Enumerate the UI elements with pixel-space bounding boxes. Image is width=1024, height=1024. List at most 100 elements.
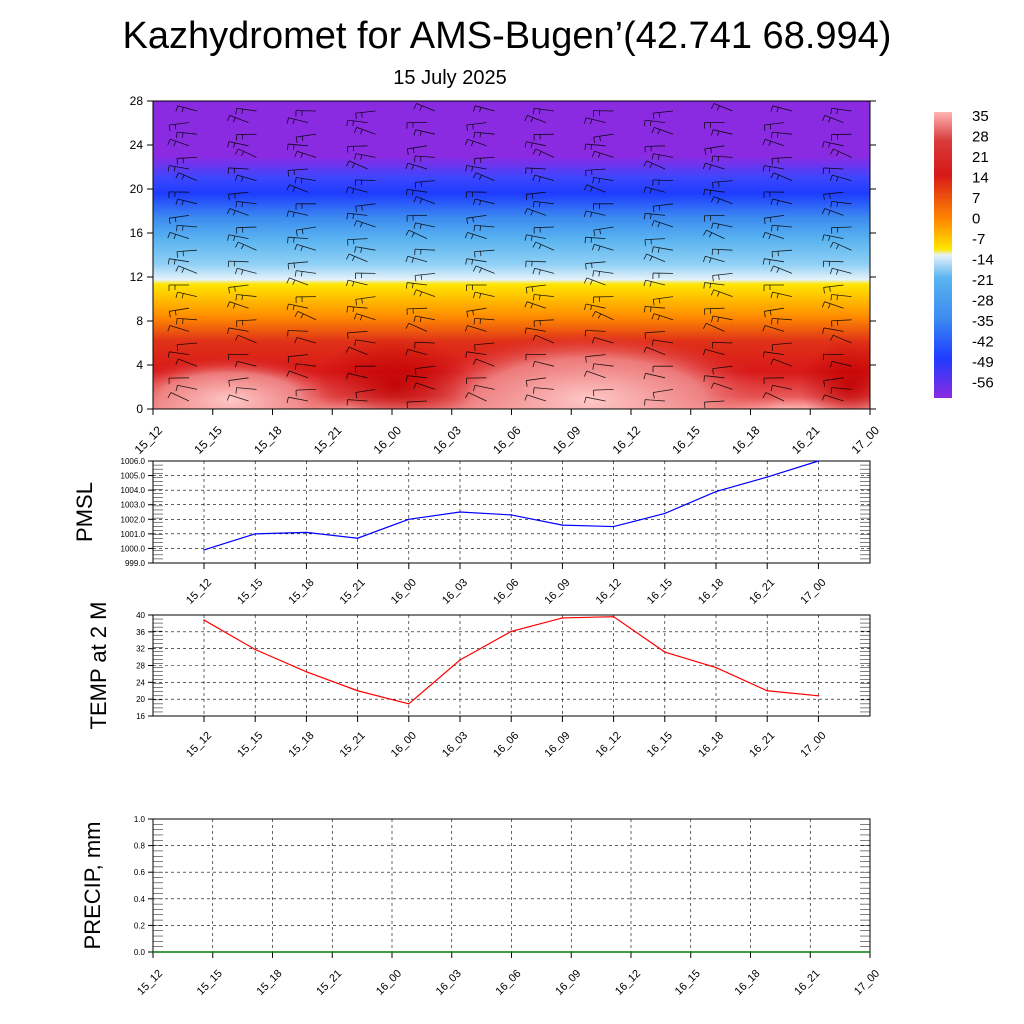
wind-barb	[175, 105, 198, 113]
wind-barb	[406, 307, 428, 315]
wind-barb	[702, 255, 725, 263]
x-tick-label: 16_12	[610, 423, 644, 457]
y-axis-label: PMSL	[72, 482, 97, 542]
wind-barb	[413, 222, 436, 230]
wind-barb	[406, 400, 428, 409]
x-tick-label: 16_12	[613, 968, 643, 998]
wind-barb	[821, 394, 844, 402]
x-tick-label: 15_18	[286, 730, 316, 760]
colorbar-label: 28	[972, 129, 989, 146]
wind-barb	[345, 186, 368, 194]
wind-barb	[346, 399, 368, 406]
wind-barb	[643, 119, 666, 127]
wind-barb	[524, 234, 547, 241]
wind-barb	[226, 115, 249, 123]
wind-barb	[167, 138, 190, 147]
wind-barb	[592, 310, 614, 321]
wind-barb	[414, 341, 436, 349]
wind-barb	[466, 215, 487, 225]
wind-barb	[770, 384, 793, 392]
wind-barb	[236, 319, 257, 327]
wind-barb	[227, 234, 249, 241]
wind-barb	[524, 394, 547, 402]
wind-barb	[770, 105, 793, 113]
wind-barb	[644, 306, 666, 313]
wind-barb	[762, 392, 785, 402]
wind-barb	[286, 396, 309, 404]
data-point	[561, 617, 564, 619]
wind-barb	[473, 224, 495, 232]
wind-barb	[466, 284, 487, 291]
y-tick-label: 28	[136, 662, 145, 671]
wind-barb	[831, 226, 852, 234]
data-point	[766, 689, 768, 692]
wind-barb	[591, 150, 614, 158]
wind-barb	[295, 110, 317, 117]
wind-barb	[525, 353, 547, 361]
wind-barb	[593, 133, 614, 143]
wind-barb	[345, 253, 368, 263]
wind-barb	[770, 291, 793, 299]
wind-barb	[651, 220, 674, 228]
colorbar-label: -28	[972, 293, 994, 310]
wind-barb	[465, 165, 487, 172]
x-tick-label: 15_18	[251, 423, 285, 457]
wind-barb	[405, 255, 428, 263]
wind-barb	[175, 131, 198, 139]
wind-barb	[710, 289, 733, 297]
wind-barb	[643, 160, 666, 170]
wind-barb	[472, 265, 495, 274]
wind-barb	[346, 119, 368, 127]
wind-barb	[354, 179, 376, 186]
x-tick-label: 15_21	[338, 577, 368, 607]
wind-barb	[176, 318, 198, 325]
x-tick-label: 16_18	[733, 968, 763, 998]
wind-barb	[762, 232, 785, 240]
wind-barb	[652, 389, 674, 399]
x-tick-label: 15_12	[135, 968, 165, 998]
wind-barb	[353, 313, 376, 321]
wind-barb	[830, 360, 852, 368]
wind-barb	[770, 198, 793, 206]
x-tick-label: 15_21	[338, 730, 368, 760]
x-tick-label: 15_21	[314, 968, 344, 998]
wind-barb	[353, 126, 376, 135]
wind-barb	[592, 270, 614, 277]
data-point	[305, 671, 308, 673]
wind-barb	[414, 180, 436, 189]
wind-barb	[413, 129, 436, 137]
wind-barb	[226, 301, 249, 309]
wind-barb	[354, 272, 376, 280]
wind-barb	[466, 122, 487, 132]
wind-barb	[822, 260, 844, 268]
wind-barb	[287, 236, 309, 244]
wind-barb	[593, 226, 614, 237]
wind-barb	[831, 319, 852, 327]
wind-barb	[347, 145, 368, 153]
x-tick-label: 17_00	[798, 730, 828, 760]
wind-barb	[591, 337, 614, 344]
x-tick-label: 16_15	[669, 423, 703, 457]
wind-barb	[413, 382, 436, 390]
data-point	[459, 659, 461, 661]
wind-barb	[830, 387, 852, 394]
y-tick-label: 1001.0	[121, 530, 146, 539]
y-tick-label: 1004.0	[121, 486, 146, 495]
wind-barb	[830, 200, 852, 208]
data-point	[664, 651, 666, 653]
cooler-surface-area	[800, 340, 870, 409]
wind-barb	[295, 296, 317, 303]
wind-barb	[592, 363, 614, 370]
wind-barb	[525, 284, 547, 294]
data-point	[408, 702, 410, 705]
wind-barb	[168, 284, 189, 291]
wind-barb	[533, 133, 555, 141]
wind-barb	[286, 210, 309, 218]
wind-barb	[413, 196, 436, 205]
wind-barb	[472, 358, 495, 367]
x-tick-label: 16_12	[594, 730, 624, 760]
x-tick-label: 16_00	[374, 968, 404, 998]
x-tick-label: 16_06	[491, 577, 521, 607]
x-tick-label: 16_21	[792, 968, 822, 998]
wind-barb	[175, 384, 198, 392]
